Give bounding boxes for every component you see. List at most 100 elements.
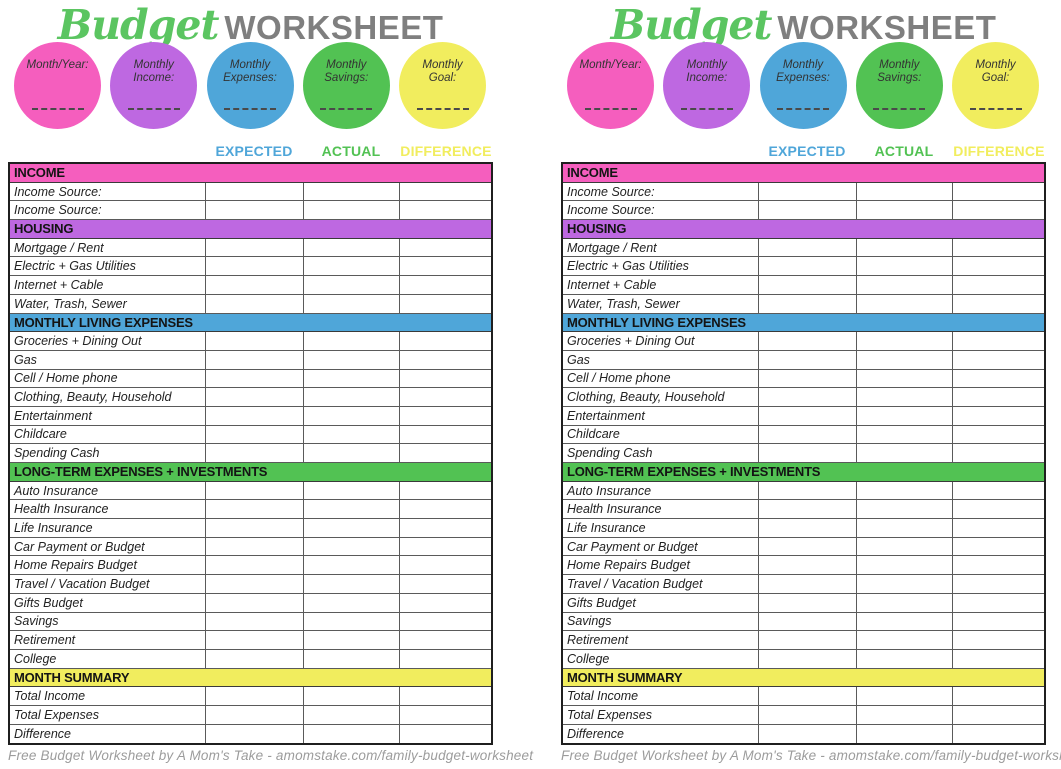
actual-input-cell[interactable] xyxy=(856,500,952,519)
difference-input-cell[interactable] xyxy=(952,481,1044,500)
actual-input-cell[interactable] xyxy=(856,406,952,425)
actual-input-cell[interactable] xyxy=(303,500,399,519)
expected-input-cell[interactable] xyxy=(205,257,303,276)
actual-input-cell[interactable] xyxy=(303,388,399,406)
actual-input-cell[interactable] xyxy=(856,444,952,462)
expected-input-cell[interactable] xyxy=(205,649,303,668)
expected-input-cell[interactable] xyxy=(758,705,856,724)
difference-input-cell[interactable] xyxy=(952,631,1044,649)
actual-input-cell[interactable] xyxy=(303,649,399,668)
difference-input-cell[interactable] xyxy=(952,687,1044,705)
difference-input-cell[interactable] xyxy=(399,257,491,276)
difference-input-cell[interactable] xyxy=(399,238,491,257)
expected-input-cell[interactable] xyxy=(205,519,303,537)
expected-input-cell[interactable] xyxy=(205,612,303,631)
difference-input-cell[interactable] xyxy=(952,537,1044,556)
difference-input-cell[interactable] xyxy=(952,500,1044,519)
fill-in-line[interactable] xyxy=(777,108,829,110)
fill-in-line[interactable] xyxy=(127,108,180,110)
actual-input-cell[interactable] xyxy=(856,425,952,444)
difference-input-cell[interactable] xyxy=(952,575,1044,593)
expected-input-cell[interactable] xyxy=(758,444,856,462)
actual-input-cell[interactable] xyxy=(856,182,952,201)
expected-input-cell[interactable] xyxy=(758,425,856,444)
actual-input-cell[interactable] xyxy=(303,350,399,369)
difference-input-cell[interactable] xyxy=(399,631,491,649)
actual-input-cell[interactable] xyxy=(303,519,399,537)
actual-input-cell[interactable] xyxy=(303,705,399,724)
actual-input-cell[interactable] xyxy=(303,537,399,556)
difference-input-cell[interactable] xyxy=(399,350,491,369)
expected-input-cell[interactable] xyxy=(758,519,856,537)
actual-input-cell[interactable] xyxy=(856,724,952,744)
actual-input-cell[interactable] xyxy=(856,276,952,294)
difference-input-cell[interactable] xyxy=(399,556,491,575)
difference-input-cell[interactable] xyxy=(952,388,1044,406)
difference-input-cell[interactable] xyxy=(399,537,491,556)
expected-input-cell[interactable] xyxy=(205,201,303,220)
actual-input-cell[interactable] xyxy=(856,519,952,537)
difference-input-cell[interactable] xyxy=(952,350,1044,369)
actual-input-cell[interactable] xyxy=(303,257,399,276)
fill-in-line[interactable] xyxy=(416,108,469,110)
expected-input-cell[interactable] xyxy=(205,369,303,388)
actual-input-cell[interactable] xyxy=(856,481,952,500)
actual-input-cell[interactable] xyxy=(303,612,399,631)
actual-input-cell[interactable] xyxy=(303,406,399,425)
expected-input-cell[interactable] xyxy=(758,182,856,201)
difference-input-cell[interactable] xyxy=(952,406,1044,425)
difference-input-cell[interactable] xyxy=(952,257,1044,276)
difference-input-cell[interactable] xyxy=(952,276,1044,294)
expected-input-cell[interactable] xyxy=(758,406,856,425)
expected-input-cell[interactable] xyxy=(205,631,303,649)
expected-input-cell[interactable] xyxy=(205,687,303,705)
expected-input-cell[interactable] xyxy=(205,593,303,612)
difference-input-cell[interactable] xyxy=(399,649,491,668)
actual-input-cell[interactable] xyxy=(856,649,952,668)
expected-input-cell[interactable] xyxy=(758,369,856,388)
difference-input-cell[interactable] xyxy=(399,687,491,705)
difference-input-cell[interactable] xyxy=(952,705,1044,724)
difference-input-cell[interactable] xyxy=(399,425,491,444)
fill-in-line[interactable] xyxy=(224,108,276,110)
actual-input-cell[interactable] xyxy=(856,687,952,705)
difference-input-cell[interactable] xyxy=(399,388,491,406)
actual-input-cell[interactable] xyxy=(303,201,399,220)
actual-input-cell[interactable] xyxy=(303,238,399,257)
expected-input-cell[interactable] xyxy=(205,294,303,313)
actual-input-cell[interactable] xyxy=(856,631,952,649)
actual-input-cell[interactable] xyxy=(856,537,952,556)
difference-input-cell[interactable] xyxy=(952,369,1044,388)
actual-input-cell[interactable] xyxy=(856,593,952,612)
actual-input-cell[interactable] xyxy=(303,631,399,649)
expected-input-cell[interactable] xyxy=(758,575,856,593)
expected-input-cell[interactable] xyxy=(205,500,303,519)
expected-input-cell[interactable] xyxy=(758,500,856,519)
difference-input-cell[interactable] xyxy=(399,724,491,744)
difference-input-cell[interactable] xyxy=(952,519,1044,537)
actual-input-cell[interactable] xyxy=(856,612,952,631)
actual-input-cell[interactable] xyxy=(856,556,952,575)
expected-input-cell[interactable] xyxy=(758,556,856,575)
expected-input-cell[interactable] xyxy=(758,593,856,612)
actual-input-cell[interactable] xyxy=(856,705,952,724)
expected-input-cell[interactable] xyxy=(758,649,856,668)
difference-input-cell[interactable] xyxy=(952,294,1044,313)
actual-input-cell[interactable] xyxy=(303,556,399,575)
difference-input-cell[interactable] xyxy=(952,238,1044,257)
actual-input-cell[interactable] xyxy=(856,238,952,257)
difference-input-cell[interactable] xyxy=(399,182,491,201)
difference-input-cell[interactable] xyxy=(399,593,491,612)
fill-in-line[interactable] xyxy=(969,108,1022,110)
difference-input-cell[interactable] xyxy=(399,369,491,388)
difference-input-cell[interactable] xyxy=(399,575,491,593)
actual-input-cell[interactable] xyxy=(856,388,952,406)
actual-input-cell[interactable] xyxy=(856,575,952,593)
fill-in-line[interactable] xyxy=(31,108,84,110)
difference-input-cell[interactable] xyxy=(952,182,1044,201)
expected-input-cell[interactable] xyxy=(758,350,856,369)
actual-input-cell[interactable] xyxy=(303,182,399,201)
difference-input-cell[interactable] xyxy=(952,444,1044,462)
expected-input-cell[interactable] xyxy=(205,444,303,462)
expected-input-cell[interactable] xyxy=(205,537,303,556)
